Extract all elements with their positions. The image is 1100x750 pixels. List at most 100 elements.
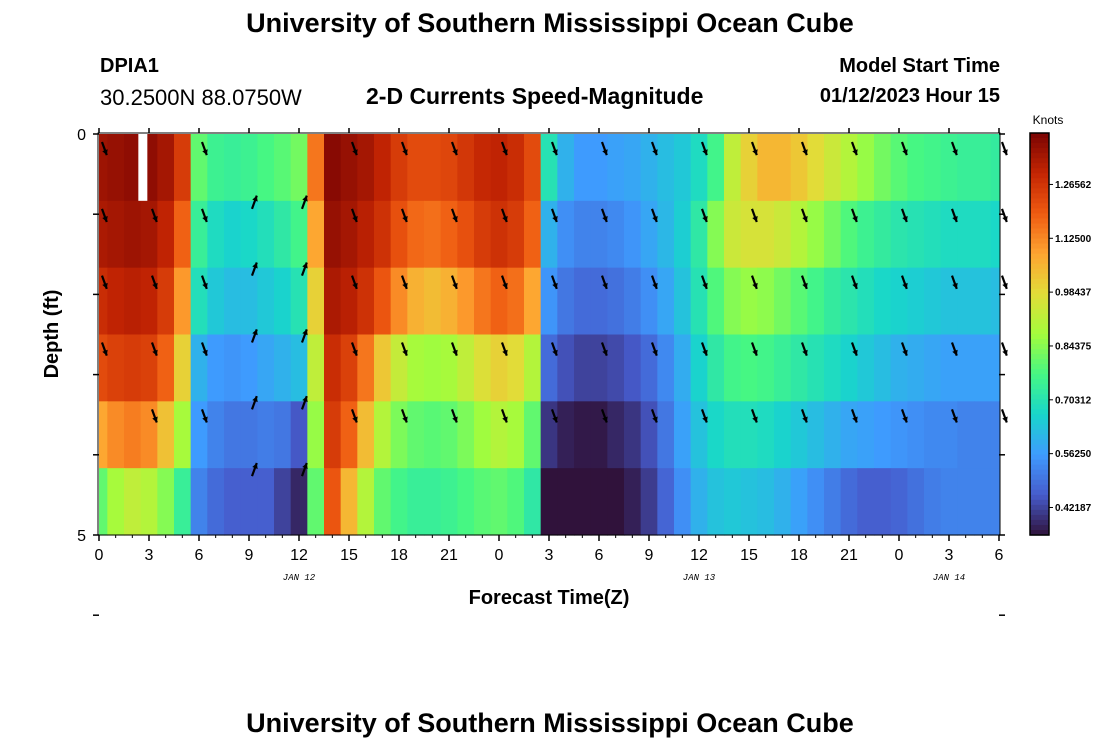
colorbar-step (1030, 509, 1049, 516)
heat-cell (374, 334, 392, 402)
heat-cell (707, 334, 725, 402)
heat-cell (424, 468, 442, 536)
vector-head (152, 216, 158, 222)
date-label: JAN 14 (933, 573, 965, 583)
heat-cell (307, 401, 325, 469)
current-vector (750, 408, 758, 423)
vector-head (852, 149, 858, 156)
heat-cell (207, 401, 225, 469)
heat-cell (424, 401, 442, 469)
colorbar-step (1030, 504, 1049, 511)
heat-cell (574, 200, 592, 269)
current-vector (200, 275, 208, 290)
vector-head (1002, 349, 1008, 356)
heat-cell (924, 134, 942, 202)
current-vector (750, 208, 758, 223)
colorbar-step (1030, 529, 1049, 536)
current-vector (300, 328, 308, 343)
heat-cell (857, 468, 875, 536)
heat-cell (840, 401, 858, 469)
vector-head (352, 216, 358, 222)
colorbar-step (1030, 514, 1049, 521)
current-vector (850, 208, 858, 223)
heat-cell (740, 267, 758, 336)
heat-cell (157, 468, 175, 536)
heat-cell (890, 468, 908, 536)
heat-cell (407, 401, 425, 469)
vector-head (1002, 282, 1008, 289)
vector-head (702, 349, 708, 356)
heat-cell (957, 468, 975, 536)
current-vector (950, 342, 958, 357)
vector-head (652, 282, 658, 289)
colorbar-step (1030, 168, 1049, 174)
heat-cell (657, 334, 675, 402)
heat-cell (424, 134, 442, 202)
heat-cell (574, 334, 592, 402)
heat-cell (724, 200, 742, 269)
heat-cell (140, 401, 158, 469)
heat-cell (390, 401, 408, 469)
heat-cell (224, 267, 242, 336)
x-tick-label: 18 (390, 547, 408, 564)
heat-cell (107, 134, 125, 202)
current-vector (950, 208, 958, 223)
heat-cell (274, 267, 292, 336)
heat-cell (357, 334, 375, 402)
x-tick-label: 18 (790, 547, 808, 564)
current-vector (850, 275, 858, 290)
heat-cell (924, 200, 942, 269)
heat-cell (940, 468, 958, 536)
heat-cell (824, 334, 842, 402)
vector-head (402, 349, 408, 356)
current-vector (400, 408, 408, 423)
current-vector (300, 395, 308, 410)
colorbar-step (1030, 218, 1049, 225)
current-vector (300, 462, 308, 477)
heat-cell (940, 267, 958, 336)
vector-head (402, 216, 408, 222)
vector-head (102, 349, 108, 356)
vector-head (852, 416, 858, 423)
heat-cell (657, 267, 675, 336)
vector-head (702, 149, 708, 156)
heat-cell (124, 334, 142, 402)
heat-cell (690, 334, 708, 402)
x-tick-label: 9 (245, 547, 254, 564)
current-vector (850, 408, 858, 423)
heat-cell (174, 401, 192, 469)
heat-cell (290, 401, 308, 469)
current-vector (900, 342, 908, 357)
colorbar-step (1030, 494, 1049, 501)
heat-cell (724, 401, 742, 469)
colorbar-step (1030, 183, 1049, 189)
heat-cell (790, 334, 808, 402)
current-vector (650, 408, 658, 423)
vector-head (902, 416, 908, 423)
heat-cell (924, 334, 942, 402)
current-vector (550, 208, 558, 223)
heat-cell (140, 334, 158, 402)
current-vector (1000, 342, 1008, 357)
colorbar-step (1030, 444, 1049, 451)
heat-cell (124, 134, 142, 202)
heat-cell (607, 401, 625, 469)
heat-cell (99, 468, 108, 536)
heat-cell (707, 401, 725, 469)
current-vector (700, 408, 708, 423)
heat-cell (99, 267, 108, 336)
heat-cell (940, 334, 958, 402)
colorbar-tick-label: 0.98437 (1055, 288, 1092, 299)
heat-cell (274, 200, 292, 269)
current-vector (450, 208, 458, 223)
heat-cell (990, 267, 1000, 336)
heat-cell (507, 267, 525, 336)
vector-head (352, 282, 358, 289)
vector-head (952, 216, 958, 222)
date-label: JAN 13 (683, 573, 716, 583)
current-vector (100, 208, 108, 223)
heat-cell (707, 267, 725, 336)
vector-head (302, 195, 308, 202)
vector-head (652, 149, 658, 156)
current-vector (400, 141, 408, 156)
